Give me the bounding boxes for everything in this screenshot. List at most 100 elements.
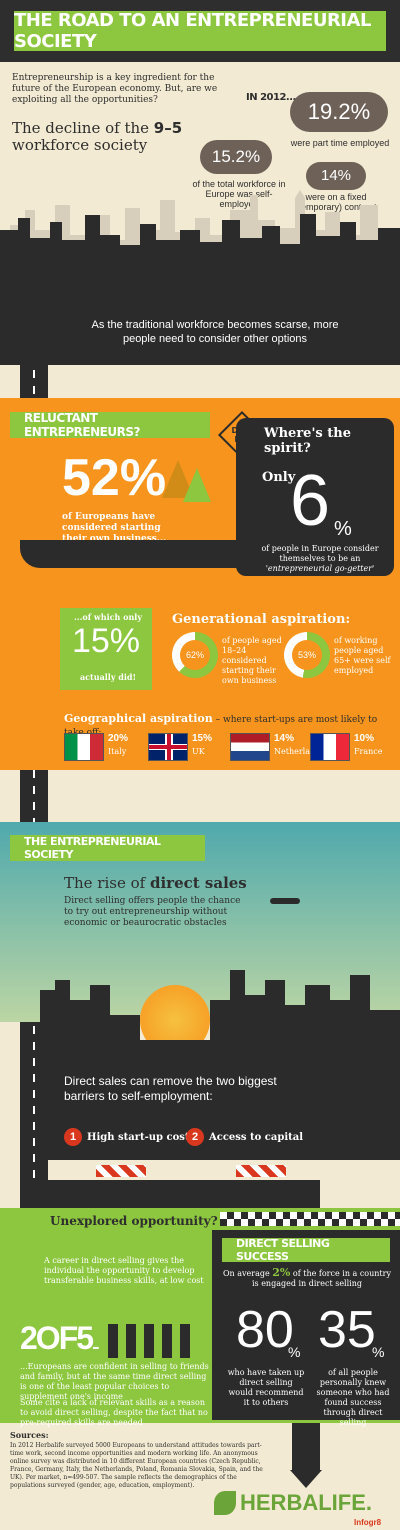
brand-logo: HERBALIFE.	[214, 1490, 372, 1516]
two-of-five-value: 2OF5	[20, 1320, 94, 1356]
france-pct: 10%	[354, 733, 375, 744]
six-pct: %	[334, 518, 352, 540]
cloud-part-time: 19.2%	[290, 92, 388, 132]
italy-name: Italy	[108, 747, 127, 756]
two-of-five: 2OF5...	[20, 1320, 100, 1357]
success-35-pct: %	[372, 1344, 385, 1360]
gen-a-text: of people aged 18–24 considered starting…	[222, 636, 282, 685]
reluctant-text: of Europeans have considered starting th…	[62, 512, 167, 544]
rise-heading: The rise of direct sales	[64, 874, 247, 892]
two-of-five-dots: ...	[92, 1336, 100, 1352]
spirit-text: of people in Europe consider themselves …	[250, 544, 390, 574]
success-avg: On average 2% of the force in a country …	[222, 1266, 392, 1289]
road-curve-2	[20, 1180, 320, 1208]
success-80: 80	[236, 1301, 294, 1359]
success-banner: DIRECT SELLING SUCCESS	[222, 1237, 390, 1263]
city-caption: As the traditional workforce becomes sca…	[91, 319, 339, 345]
uk-flag-icon	[148, 733, 188, 761]
credit: Infogr8	[354, 1518, 382, 1527]
reluctant-title: RELUCTANT ENTREPRENEURS?	[24, 411, 140, 439]
self-employed-value: 15.2%	[211, 147, 261, 166]
spirit-title: Where's the spirit?	[264, 426, 351, 456]
success-35-text: of all people personally knew someone wh…	[316, 1368, 390, 1427]
barrier-2-label: Access to capital	[209, 1131, 304, 1143]
avg-strong: 2%	[272, 1266, 291, 1279]
people-icons	[108, 1324, 198, 1358]
lack-text: Some cite a lack of relevant skills as a…	[20, 1398, 208, 1427]
six-value: 6	[290, 461, 331, 541]
checker-flag	[220, 1212, 400, 1226]
spirit-text-body: of people in Europe consider themselves …	[261, 544, 379, 563]
success-35: 35	[318, 1301, 376, 1359]
barrier-1-label: High start-up costs	[87, 1131, 196, 1143]
uk-pct: 15%	[192, 733, 213, 744]
tree-icon	[183, 468, 211, 502]
fixed-value: 14%	[320, 167, 352, 184]
decline-prefix: The decline of the	[12, 119, 154, 137]
only15-box	[60, 608, 152, 690]
gen-a-pct: 62%	[180, 640, 210, 670]
netherlands-flag-icon	[230, 733, 270, 761]
only15-tail: actually did!	[80, 672, 136, 682]
airplane-icon	[270, 898, 300, 904]
reluctant-banner: RELUCTANT ENTREPRENEURS?	[10, 411, 210, 439]
page-title: THE ROAD TO AN ENTREPRENEURIAL SOCIETY	[14, 10, 371, 52]
only-label: Only	[262, 470, 296, 485]
spirit-panel	[236, 418, 394, 576]
barrier-1: 1 High start-up costs	[64, 1128, 195, 1146]
rise-strong: direct sales	[149, 874, 247, 892]
decline-suffix: workforce society	[12, 136, 148, 154]
avg-prefix: On average	[223, 1269, 273, 1278]
reluctant-52: 52%	[62, 449, 167, 507]
rise-text: Direct selling offers people the chance …	[64, 896, 241, 928]
success-80-text: who have taken up direct selling would r…	[227, 1368, 305, 1407]
in-2012-label: IN 2012...	[246, 92, 296, 103]
sources-text: In 2012 Herbalife surveyed 5000 European…	[10, 1442, 263, 1489]
gen-b-pct: 53%	[292, 640, 322, 670]
part-time-text: were part time employed	[290, 138, 390, 148]
city-dark-band	[0, 255, 400, 365]
france-name: France	[354, 747, 383, 756]
barricade-icon	[236, 1165, 286, 1177]
herbalife-leaf-icon	[214, 1491, 236, 1515]
city-skyline-3	[40, 970, 400, 1040]
rise-prefix: The rise of	[64, 874, 150, 892]
unexplored-title: Unexplored opportunity?	[50, 1214, 218, 1228]
avg-suffix: of the force in a country is engaged in …	[251, 1269, 391, 1288]
sources-title: Sources:	[10, 1430, 49, 1440]
decline-strong: 9–5	[153, 119, 183, 137]
success-title: DIRECT SELLING SUCCESS	[236, 1237, 330, 1263]
fixed-text: were on a fixed (temporary) contract	[295, 192, 377, 212]
society-title: THE ENTREPRENEURIAL SOCIETY	[24, 835, 161, 861]
decline-heading: The decline of the 9–5 workforce society	[12, 120, 222, 154]
road-curve	[20, 540, 250, 568]
barrier-1-num: 1	[64, 1128, 82, 1146]
intro-text: Entrepreneurship is a key ingredient for…	[12, 73, 218, 105]
italy-flag-icon	[64, 733, 104, 761]
self-employed-text: of the total workforce in Europe was sel…	[192, 179, 286, 209]
cloud-self-employed: 15.2%	[200, 140, 272, 174]
barricade-icon	[96, 1165, 146, 1177]
only15-lead: ...of which only	[74, 612, 142, 622]
header-banner: THE ROAD TO AN ENTREPRENEURIAL SOCIETY	[0, 0, 400, 62]
part-time-value: 19.2%	[307, 99, 371, 124]
spirit-quote: 'entrepreneurial go-getter'	[265, 564, 375, 573]
cloud-fixed: 14%	[306, 162, 366, 190]
brand-name: HERBALIFE.	[240, 1490, 372, 1515]
geo-title: Geographical aspiration	[64, 712, 213, 725]
flag-italy: 20% Italy 15% UK 14% Netherlands	[64, 733, 334, 767]
confident-text: ...Europeans are confident in selling to…	[20, 1362, 209, 1401]
road-arrow-icon	[290, 1470, 322, 1488]
society-banner: THE ENTREPRENEURIAL SOCIETY	[10, 835, 205, 861]
netherlands-pct: 14%	[274, 733, 295, 744]
gen-b-text: of working people aged 65+ were self emp…	[334, 636, 391, 675]
only15-pct: 15%	[71, 622, 141, 660]
netherlands-name: Netherlands	[274, 747, 325, 756]
unexplored-text: A career in direct selling gives the ind…	[44, 1256, 204, 1285]
uk-name: UK	[192, 747, 205, 756]
italy-pct: 20%	[108, 733, 129, 744]
france-flag-icon	[310, 733, 350, 761]
barrier-2: 2 Access to capital	[186, 1128, 303, 1146]
generational-title: Generational aspiration:	[172, 612, 351, 627]
success-80-pct: %	[288, 1344, 301, 1360]
